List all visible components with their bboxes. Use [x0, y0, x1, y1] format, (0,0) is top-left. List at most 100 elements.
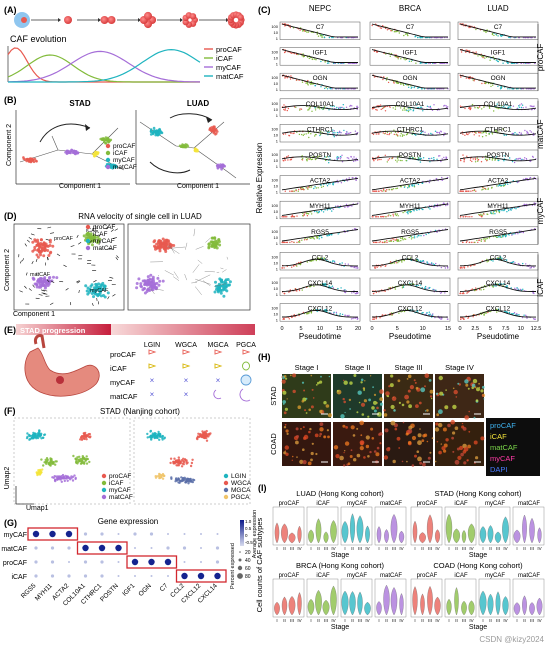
expression-point — [470, 191, 471, 192]
expression-point — [385, 155, 386, 156]
fluorescence-speck — [480, 389, 483, 392]
trajectory-arrow — [170, 114, 212, 120]
dotplot-dot — [118, 533, 120, 535]
expression-point — [404, 187, 405, 188]
cell-point — [206, 440, 208, 442]
dotplot-dot — [34, 560, 37, 563]
dotplot-dot — [34, 574, 37, 577]
fluorescence-speck — [379, 389, 384, 394]
expression-point — [375, 242, 376, 243]
expression-point — [290, 27, 291, 28]
expression-point — [319, 238, 320, 239]
stage-tick: III — [358, 618, 362, 623]
expression-point — [491, 187, 492, 188]
expression-point — [307, 80, 308, 81]
fluorescence-speck — [455, 460, 460, 465]
expression-point — [529, 130, 530, 131]
expression-point — [386, 189, 387, 190]
velocity-arrow — [203, 281, 210, 286]
expression-point — [383, 76, 384, 77]
stage-tick: I — [448, 618, 449, 623]
subtype-label-iCAF: iCAF — [454, 573, 468, 579]
expression-point — [348, 158, 349, 159]
cell-point — [160, 474, 162, 476]
expression-point — [337, 182, 338, 183]
expression-point — [481, 132, 482, 133]
dotplot-dot — [34, 546, 37, 549]
expression-point — [479, 132, 480, 133]
fluorescence-speck — [464, 415, 469, 420]
expression-point — [431, 262, 432, 263]
cell-point — [153, 130, 156, 133]
expression-point — [320, 35, 321, 36]
expression-point — [515, 233, 516, 234]
fluorescence-speck — [317, 382, 320, 385]
expression-point — [525, 263, 526, 264]
symbol-matcaf — [214, 390, 221, 399]
stage-tick: I — [276, 618, 277, 623]
fluorescence-speck — [315, 434, 319, 438]
expression-point — [531, 131, 532, 132]
expression-point — [288, 155, 289, 156]
expression-point — [502, 236, 503, 237]
expression-point — [497, 86, 498, 87]
expression-point — [314, 58, 315, 59]
expression-point — [443, 105, 444, 106]
group-label-iCAF: iCAF — [536, 279, 545, 297]
expression-point — [357, 267, 358, 268]
cell-point — [156, 277, 159, 280]
cell-point — [217, 167, 220, 170]
expression-point — [372, 108, 373, 109]
cell-point — [56, 460, 58, 462]
expression-point — [284, 216, 285, 217]
velocity-streamline — [59, 281, 63, 282]
fluorescence-speck — [353, 458, 356, 461]
expression-point — [351, 318, 352, 319]
fluorescence-speck — [359, 402, 361, 404]
velocity-frame-right — [128, 224, 250, 310]
size-legend-label: 80 — [245, 574, 251, 580]
expression-point — [307, 187, 308, 188]
fluorescence-speck — [328, 413, 332, 417]
stad-progression-wedge — [111, 324, 255, 335]
fluorescence-speck — [465, 384, 468, 387]
expression-point — [301, 189, 302, 190]
xtick: 12.5 — [531, 326, 542, 332]
expression-point — [525, 107, 526, 108]
cell-point — [137, 277, 140, 280]
expression-point — [427, 263, 428, 264]
channel-legend-iCAF: iCAF — [490, 432, 507, 441]
stage-header-PGCA: PGCA — [236, 342, 256, 349]
expression-point — [352, 177, 353, 178]
fluorescence-speck — [339, 456, 344, 461]
gene-label-CCL2: CCL2 — [490, 254, 507, 261]
fluorescence-speck — [372, 386, 374, 388]
velocity-arrow — [173, 277, 179, 281]
expression-point — [402, 136, 403, 137]
expression-point — [299, 134, 300, 135]
fluorescence-speck — [463, 427, 467, 431]
expression-point — [522, 263, 523, 264]
panel-f-legend-left-label: matCAF — [109, 494, 133, 501]
expression-point — [430, 106, 431, 107]
expression-point — [402, 238, 403, 239]
fluorescence-speck — [452, 431, 455, 434]
expression-point — [304, 214, 305, 215]
cell-point — [211, 130, 214, 133]
symbol-mycaf — [241, 375, 251, 385]
xtick: 0 — [280, 326, 283, 332]
expression-point — [405, 59, 406, 60]
expression-point — [496, 237, 497, 238]
expression-point — [324, 88, 325, 89]
velocity-streamline — [78, 242, 81, 244]
velocity-arrow — [174, 272, 179, 279]
expression-point — [295, 107, 296, 108]
expression-point — [423, 157, 424, 158]
expression-point — [413, 210, 414, 211]
expression-point — [392, 157, 393, 158]
panel-g-letter: (G) — [4, 518, 17, 528]
expression-point — [328, 162, 329, 163]
fluorescence-speck — [327, 429, 329, 431]
fluorescence-speck — [285, 453, 288, 456]
